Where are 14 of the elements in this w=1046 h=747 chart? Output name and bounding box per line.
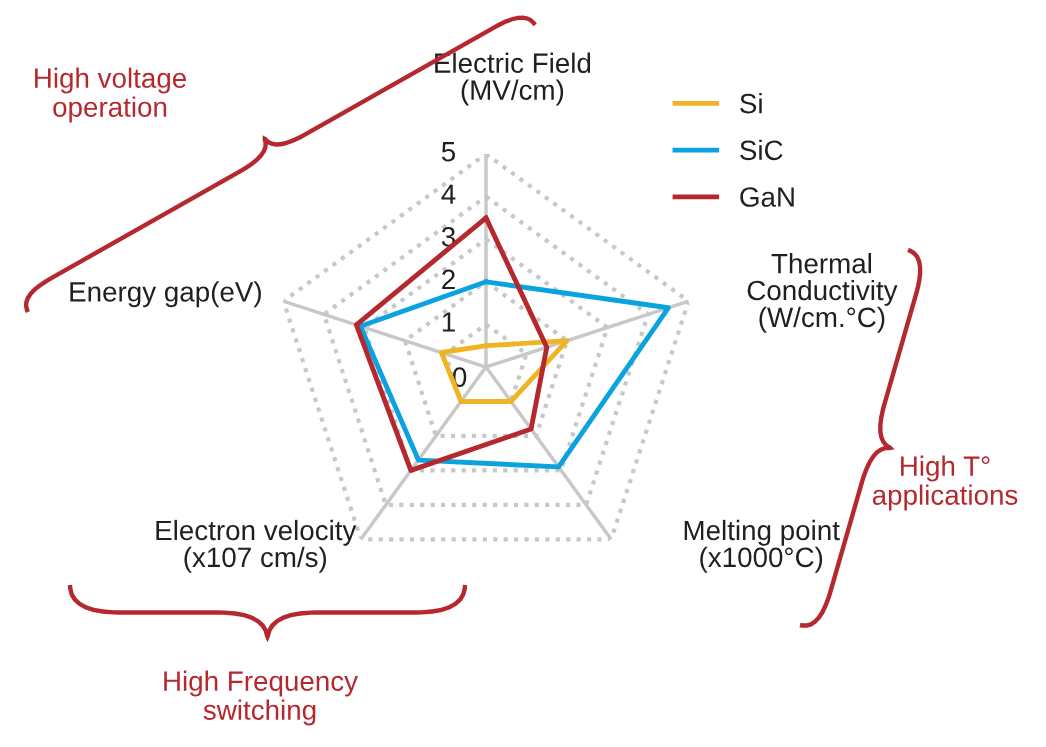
spoke-label: Energy gap(eV) (70, 281, 261, 308)
spoke-label: Melting point (x1000°C) (684, 519, 840, 573)
spoke-label: Thermal Conductivity (W/cm.°C) (747, 253, 898, 333)
text: High Frequency switching (164, 670, 358, 726)
spoke-label: Electron velocity (x107 cm/s) (156, 519, 357, 573)
legend-label: GaN (740, 187, 794, 207)
text: High T° applications (872, 455, 1018, 511)
text: High voltage operation (35, 67, 186, 123)
y-tick-label: 4 (441, 184, 456, 204)
y-tick-label: 2 (442, 269, 455, 289)
legend-label: Si (740, 93, 762, 114)
y-tick-label: 5 (441, 142, 456, 162)
y-tick-label: 1 (442, 312, 455, 332)
legend-label: SiC (740, 139, 783, 161)
